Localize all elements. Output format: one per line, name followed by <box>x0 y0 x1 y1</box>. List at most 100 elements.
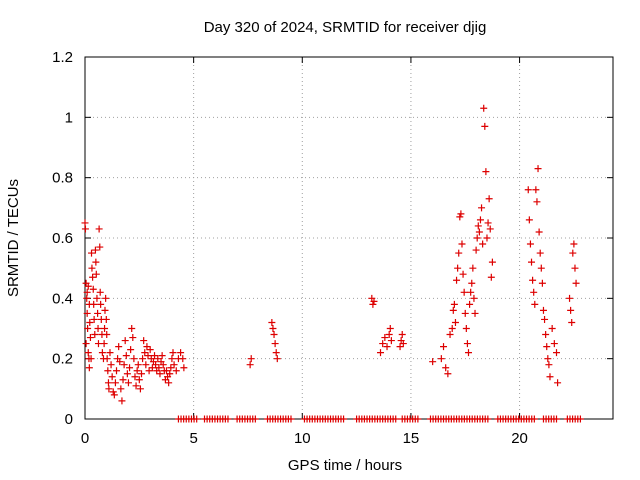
data-point <box>111 379 119 387</box>
data-point <box>548 325 556 332</box>
data-point <box>442 364 450 372</box>
data-point <box>448 325 456 332</box>
data-point <box>117 385 125 393</box>
data-point <box>136 385 144 393</box>
x-tick-label: 0 <box>81 430 89 447</box>
data-point <box>470 294 478 302</box>
data-point <box>572 279 580 287</box>
data-point <box>129 334 137 342</box>
data-point <box>92 258 100 266</box>
data-point <box>472 246 480 254</box>
data-point <box>429 358 437 366</box>
data-point <box>272 349 280 357</box>
data-point <box>143 343 151 351</box>
data-point <box>224 415 232 423</box>
data-point <box>546 373 554 381</box>
data-point <box>568 318 576 326</box>
x-tick-labels: 0 5 10 15 20 <box>81 430 528 447</box>
data-point <box>536 249 544 257</box>
data-point <box>86 318 94 326</box>
y-tick-label: 0.6 <box>52 230 73 247</box>
data-point <box>539 306 547 314</box>
data-point <box>82 340 90 348</box>
data-point <box>84 349 92 357</box>
data-point <box>463 340 471 348</box>
data-point <box>113 367 121 375</box>
data-point <box>126 364 134 372</box>
data-point <box>479 240 487 248</box>
data-point <box>84 325 92 332</box>
y-tick-labels: 0 0.2 0.4 0.6 0.8 1 1.2 <box>52 49 73 428</box>
data-point <box>467 288 475 296</box>
data-point <box>179 355 187 363</box>
data-point <box>458 240 466 248</box>
chart-title: Day 320 of 2024, SRMTID for receiver dji… <box>204 19 487 36</box>
data-point <box>487 273 495 281</box>
y-tick-label: 0 <box>65 411 73 428</box>
data-point <box>83 294 91 302</box>
data-point <box>524 186 532 194</box>
data-point <box>478 204 486 212</box>
data-point <box>102 315 110 323</box>
data-point <box>92 270 100 278</box>
data-point <box>468 279 476 287</box>
data-point <box>542 331 550 339</box>
data-point <box>166 370 174 378</box>
data-point <box>379 340 387 348</box>
data-point <box>486 225 494 233</box>
data-point <box>377 349 385 357</box>
data-point <box>383 343 391 351</box>
data-point <box>528 258 536 266</box>
data-point <box>538 279 546 287</box>
data-point <box>90 315 98 323</box>
data-point <box>531 300 539 308</box>
data-point <box>103 331 111 339</box>
data-point <box>90 300 98 308</box>
data-point <box>399 340 407 348</box>
data-point <box>529 276 537 284</box>
data-point <box>545 361 553 369</box>
data-point <box>530 415 538 423</box>
data-point <box>101 306 109 314</box>
x-tick-label: 10 <box>294 430 311 447</box>
data-point <box>453 276 461 284</box>
data-point <box>571 264 579 272</box>
data-point <box>381 334 389 342</box>
data-point <box>156 370 164 378</box>
data-point <box>96 243 104 251</box>
data-point <box>543 343 551 351</box>
data-point <box>127 346 135 354</box>
data-point <box>104 379 112 387</box>
data-point <box>106 349 114 357</box>
data-point <box>148 364 156 372</box>
data-point <box>103 355 111 363</box>
y-tick-label: 0.4 <box>52 290 73 307</box>
data-point <box>142 361 150 369</box>
data-point <box>84 282 92 290</box>
data-point <box>535 228 543 236</box>
data-point <box>482 168 490 176</box>
data-point <box>159 361 167 369</box>
data-point <box>108 373 116 381</box>
data-point <box>165 379 173 387</box>
data-point <box>246 361 254 369</box>
data-point <box>93 294 101 302</box>
data-point <box>180 364 188 372</box>
data-point <box>168 355 176 363</box>
data-point <box>134 361 142 369</box>
data-point <box>89 273 97 281</box>
data-point <box>446 331 454 339</box>
data-point <box>167 364 175 372</box>
data-point <box>135 376 143 384</box>
data-point <box>133 367 141 375</box>
data-point <box>97 300 105 308</box>
data-point <box>488 258 496 266</box>
data-point <box>131 373 139 381</box>
data-point <box>475 228 483 236</box>
y-tick-label: 0.8 <box>52 170 73 187</box>
data-point <box>569 249 577 257</box>
data-point <box>392 415 400 423</box>
data-point <box>110 391 118 399</box>
data-point <box>451 318 459 326</box>
data-point <box>145 367 153 375</box>
